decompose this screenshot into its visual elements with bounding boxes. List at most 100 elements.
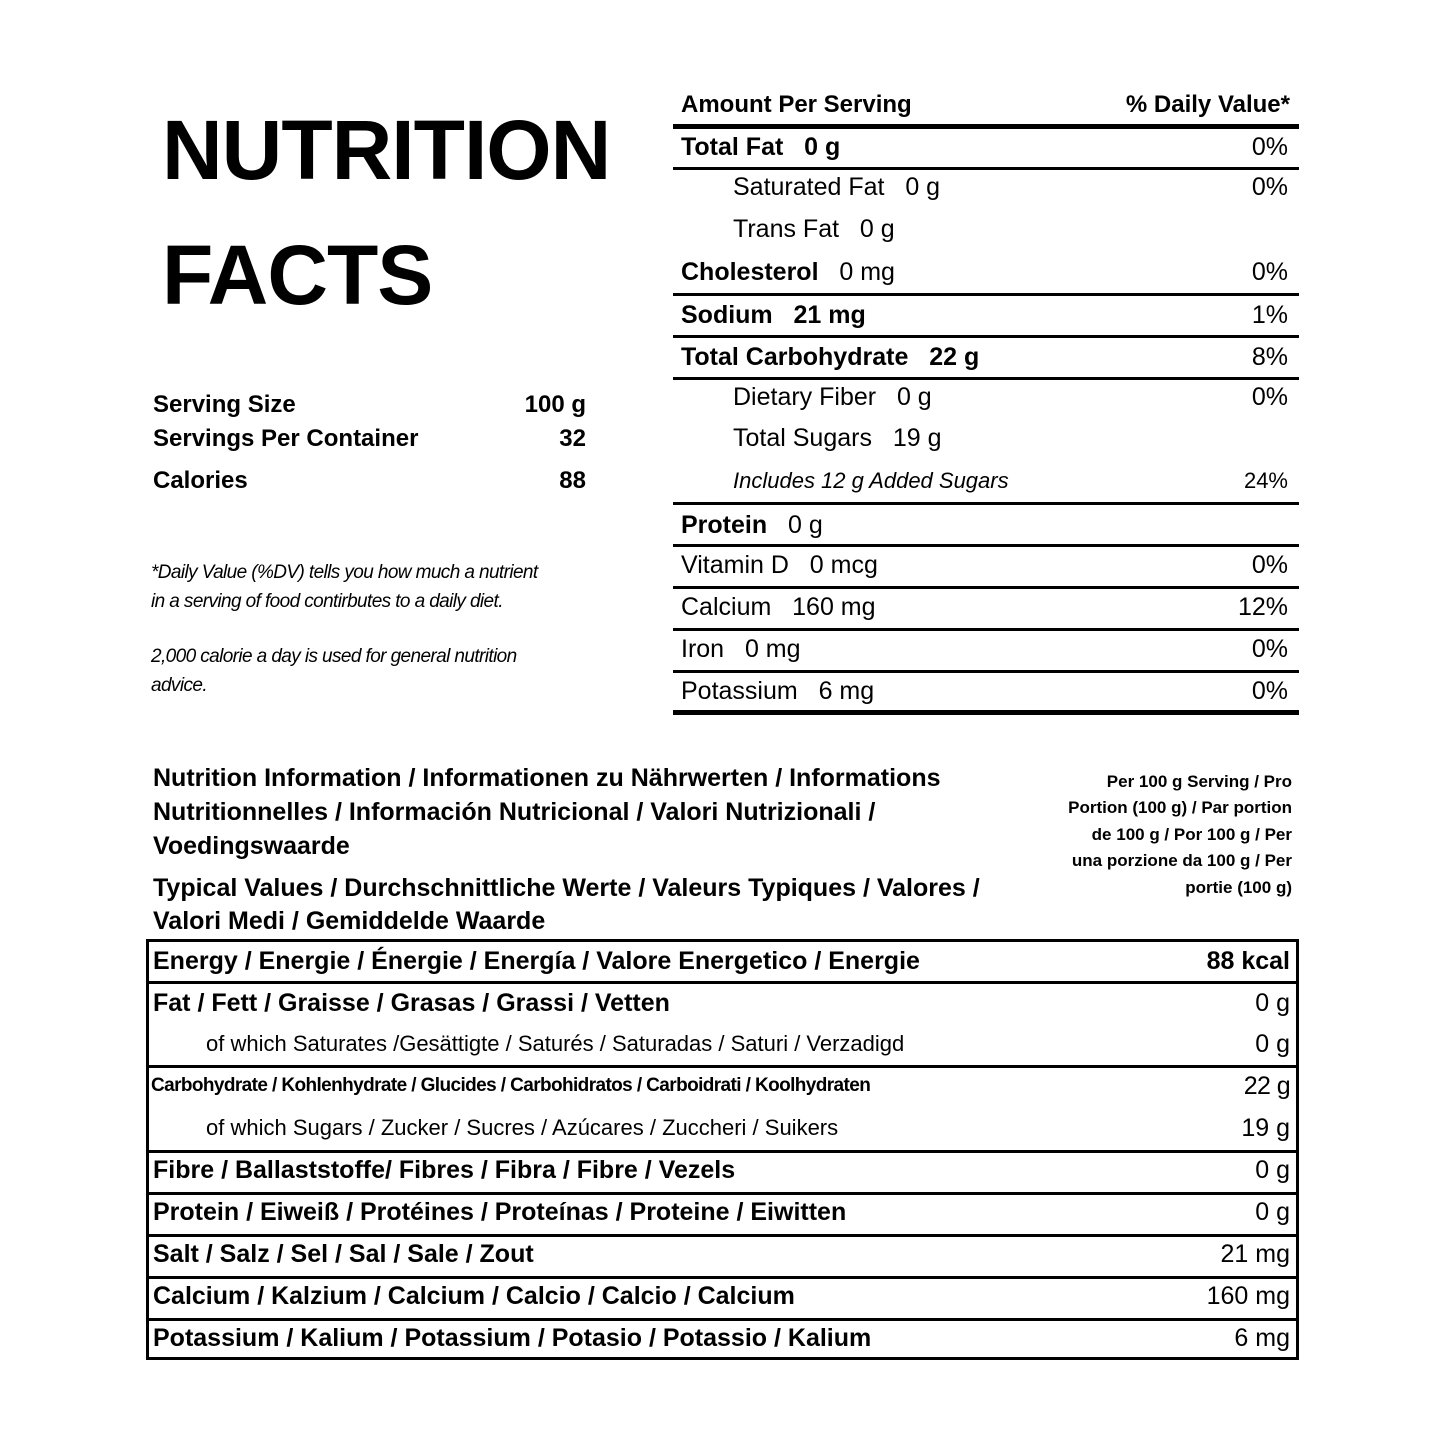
nutrient-label: Trans Fat 0 g: [733, 208, 895, 250]
nutrient-name: Total Carbohydrate: [681, 343, 909, 371]
divider-line: [673, 710, 1299, 715]
daily-value-percent: 0%: [1251, 173, 1288, 201]
multilingual-row: Potassium / Kalium / Potassium / Potasio…: [153, 1317, 1290, 1359]
nutrient-amount: 22 g: [929, 343, 980, 371]
nutrient-name: Total Fat: [681, 133, 784, 161]
divider-line: [673, 670, 1299, 673]
serving-value: 32: [559, 425, 586, 452]
serving-value: 100 g: [524, 391, 586, 418]
nutrient-amount: 0 mg: [839, 258, 895, 286]
row-value: 21 mg: [1220, 1240, 1290, 1268]
table-divider: [149, 1276, 1296, 1279]
divider-line: [673, 502, 1299, 505]
multilingual-row: Protein / Eiweiß / Protéines / Proteínas…: [153, 1191, 1290, 1233]
nutrient-row: Saturated Fat 0 g 0%: [733, 166, 1288, 208]
nutrient-name: Vitamin D: [681, 551, 789, 579]
per-serving-header: Per 100 g Serving / Pro Portion (100 g) …: [1068, 772, 1292, 897]
nutrient-label: Includes 12 g Added Sugars: [733, 460, 1009, 502]
nutrient-row: Potassium 6 mg 0%: [681, 670, 1288, 712]
daily-value-percent: 0%: [1251, 635, 1288, 663]
nutrient-label: Dietary Fiber 0 g: [733, 376, 932, 418]
serving-row: Calories 88: [153, 460, 586, 502]
row-label: Carbohydrate / Kohlenhydrate / Glucides …: [151, 1075, 871, 1096]
multilingual-row: of which Saturates /Gesättigte / Saturés…: [206, 1023, 1290, 1065]
nutrient-label: Cholesterol 0 mg: [681, 251, 895, 293]
daily-value-percent: 0%: [1251, 677, 1288, 705]
nutrient-amount: 0 g: [905, 173, 941, 201]
row-label: of which Sugars / Zucker / Sucres / Azúc…: [206, 1115, 839, 1140]
serving-label: Serving Size: [153, 391, 296, 418]
facts-header: Amount Per Serving % Daily Value*: [681, 84, 1290, 126]
multilingual-row: Salt / Salz / Sel / Sal / Sale / Zout 21 …: [153, 1233, 1290, 1275]
serving-label: Servings Per Container: [153, 425, 419, 452]
serving-value: 88: [559, 467, 586, 494]
divider-line: [673, 167, 1299, 170]
table-divider: [149, 1234, 1296, 1237]
row-value: 0 g: [1255, 1030, 1290, 1058]
daily-value-percent: 1%: [1251, 301, 1288, 329]
table-divider: [149, 1065, 1296, 1068]
daily-value-percent: 24%: [1243, 468, 1288, 493]
multilingual-row: Fat / Fett / Graisse / Grasas / Grassi /…: [153, 982, 1290, 1024]
nutrient-label: Protein 0 g: [681, 504, 823, 546]
nutrient-row: Protein 0 g: [681, 504, 1288, 546]
nutrient-name: Total Sugars: [733, 424, 872, 452]
nutrient-name: Dietary Fiber: [733, 383, 877, 411]
table-divider: [149, 1192, 1296, 1195]
amount-per-serving-label: Amount Per Serving: [681, 91, 912, 118]
footnote-line: 2,000 calorie a day is used for general …: [151, 646, 517, 667]
table-divider: [149, 981, 1296, 984]
footnote-line: advice.: [151, 675, 208, 696]
nutrient-amount: 6 mg: [818, 677, 875, 705]
nutrient-row: Trans Fat 0 g: [733, 208, 1288, 250]
divider-line: [673, 586, 1299, 589]
serving-label: Calories: [153, 467, 248, 494]
multilingual-row: of which Sugars / Zucker / Sucres / Azúc…: [206, 1107, 1290, 1149]
row-label: Fat / Fett / Graisse / Grasas / Grassi /…: [153, 989, 670, 1017]
row-label: Salt / Salz / Sel / Sal / Sale / Zout: [153, 1240, 534, 1268]
nutrient-amount: 0 g: [859, 215, 895, 243]
row-value: 0 g: [1255, 989, 1290, 1017]
multilingual-heading-line: Typical Values / Durchschnittliche Werte…: [153, 874, 980, 902]
row-value: 88 kcal: [1206, 947, 1290, 975]
row-label: of which Saturates /Gesättigte / Saturés…: [206, 1031, 905, 1056]
serving-row: Serving Size 100 g: [153, 384, 586, 426]
nutrient-amount: 0 mg: [744, 635, 801, 663]
daily-value-percent: 0%: [1251, 383, 1288, 411]
nutrient-row: Dietary Fiber 0 g 0%: [733, 376, 1288, 418]
nutrient-row: Calcium 160 mg 12%: [681, 586, 1288, 628]
multilingual-row: Calcium / Kalzium / Calcium / Calcio / C…: [153, 1275, 1290, 1317]
nutrient-row: Total Carbohydrate 22 g 8%: [681, 336, 1288, 378]
daily-value-percent: 8%: [1251, 343, 1288, 371]
divider-line: [673, 335, 1299, 338]
nutrient-label: Vitamin D 0 mcg: [681, 544, 878, 586]
nutrient-label: Sodium 21 mg: [681, 294, 866, 336]
nutrient-row: Total Fat 0 g 0%: [681, 126, 1288, 168]
multilingual-row: Carbohydrate / Kohlenhydrate / Glucides …: [151, 1065, 1291, 1107]
row-value: 22 g: [1243, 1072, 1291, 1100]
daily-value-percent: 0%: [1251, 133, 1288, 161]
divider-line: [673, 124, 1299, 129]
nutrient-name: Sodium: [681, 301, 773, 329]
serving-row: Servings Per Container 32: [153, 418, 586, 460]
row-label: Calcium / Kalzium / Calcium / Calcio / C…: [153, 1282, 795, 1310]
nutrient-row: Total Sugars 19 g: [733, 417, 1288, 459]
divider-line: [673, 544, 1299, 547]
nutrient-name: Saturated Fat: [733, 173, 885, 201]
nutrient-amount: 0 mcg: [809, 551, 878, 579]
daily-value-label: % Daily Value*: [1125, 91, 1290, 118]
daily-value-percent: 0%: [1251, 551, 1288, 579]
table-divider: [149, 1150, 1296, 1153]
nutrient-label: Total Carbohydrate 22 g: [681, 336, 979, 378]
nutrient-row: Iron 0 mg 0%: [681, 628, 1288, 670]
title-line-2: FACTS: [162, 228, 433, 322]
nutrient-row: Includes 12 g Added Sugars 24%: [733, 460, 1288, 502]
multilingual-heading-line: Nutritionnelles / Información Nutriciona…: [153, 798, 876, 826]
row-label: Energy / Energie / Énergie / Energía / V…: [153, 947, 920, 975]
nutrient-label: Total Sugars 19 g: [733, 417, 941, 459]
title-line-1: NUTRITION: [162, 103, 611, 197]
multilingual-heading-line: Valori Medi / Gemiddelde Waarde: [153, 907, 546, 935]
nutrient-label: Calcium 160 mg: [681, 586, 876, 628]
nutrient-amount: 160 mg: [792, 593, 876, 621]
nutrient-label: Iron 0 mg: [681, 628, 801, 670]
